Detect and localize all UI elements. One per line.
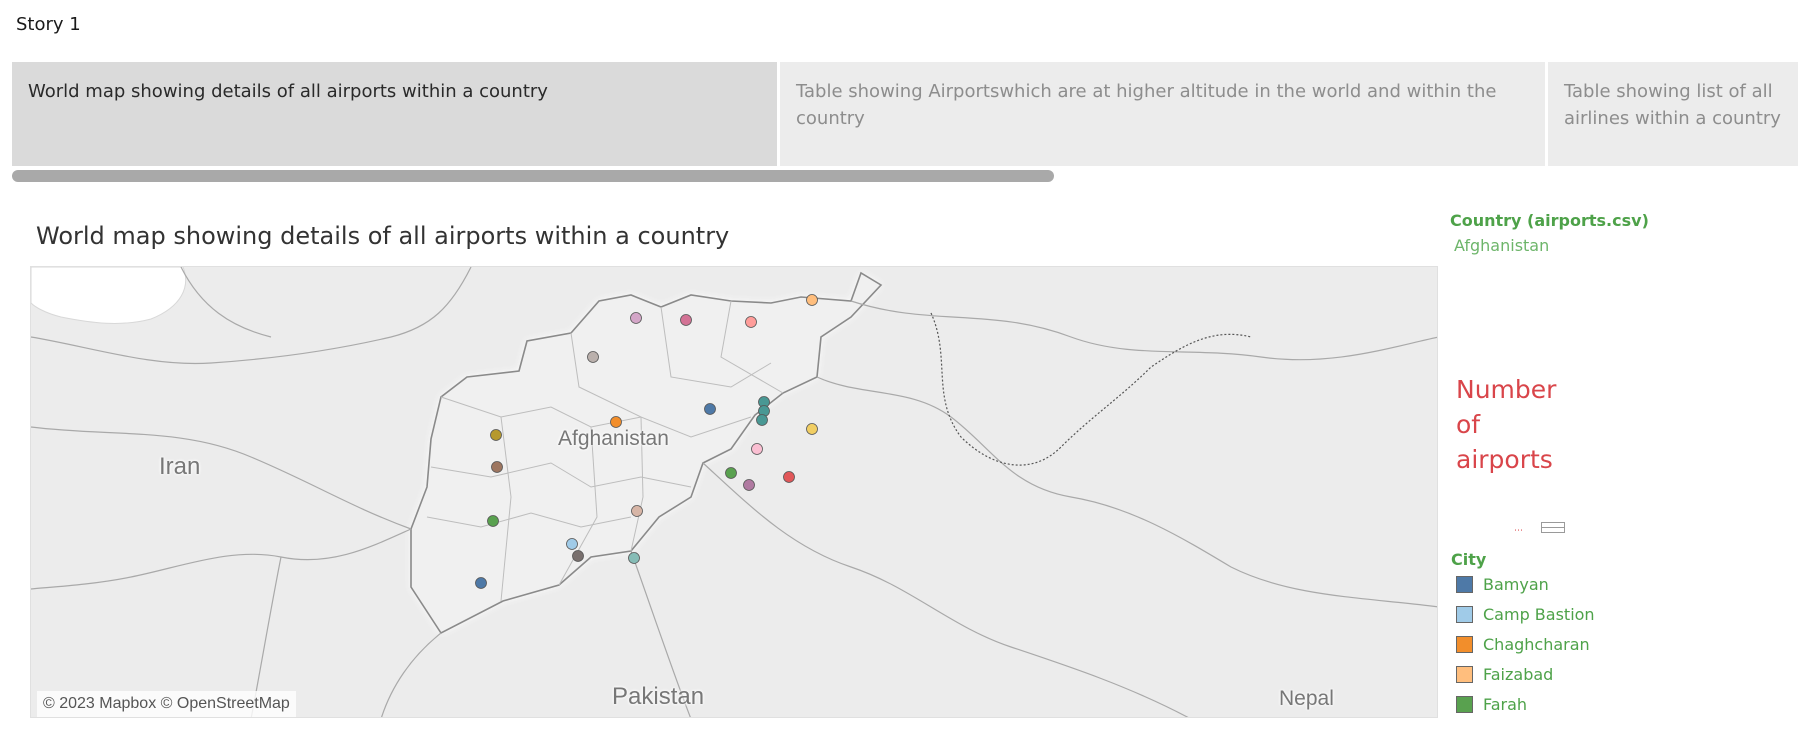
story-tabs: World map showing details of all airport… bbox=[12, 62, 1798, 166]
airport-marker[interactable] bbox=[806, 294, 818, 306]
legend-swatch bbox=[1456, 636, 1473, 653]
airport-marker[interactable] bbox=[743, 479, 755, 491]
country-filter-value[interactable]: Afghanistan bbox=[1454, 236, 1550, 255]
story-point-high-altitude-airports[interactable]: Table showing Airportswhich are at highe… bbox=[780, 62, 1545, 166]
airport-marker[interactable] bbox=[566, 538, 578, 550]
legend-swatch bbox=[1456, 606, 1473, 623]
place-label-nepal: Nepal bbox=[1279, 687, 1334, 710]
city-legend: Bamyan Camp Bastion Chaghcharan Faizabad… bbox=[1456, 574, 1796, 720]
airport-marker[interactable] bbox=[751, 443, 763, 455]
story-title: Story 1 bbox=[16, 14, 81, 35]
airport-marker[interactable] bbox=[745, 316, 757, 328]
size-legend-title: Number of airports bbox=[1456, 375, 1557, 474]
airport-marker[interactable] bbox=[487, 515, 499, 527]
legend-label: Farah bbox=[1483, 695, 1528, 714]
airport-markers bbox=[475, 294, 818, 589]
airport-marker[interactable] bbox=[680, 314, 692, 326]
place-label-iran: Iran bbox=[159, 453, 201, 480]
place-label-pakistan: Pakistan bbox=[612, 683, 705, 710]
viz-title: World map showing details of all airport… bbox=[36, 222, 730, 250]
size-legend-tick: ⋯ bbox=[1514, 526, 1523, 536]
place-label-afghanistan: Afghanistan bbox=[558, 427, 669, 450]
map-attribution[interactable]: © 2023 Mapbox © OpenStreetMap bbox=[37, 691, 296, 717]
story-tabs-scrollbar[interactable] bbox=[12, 170, 1054, 182]
airport-marker[interactable] bbox=[572, 550, 584, 562]
story-point-world-map[interactable]: World map showing details of all airport… bbox=[12, 62, 777, 166]
airport-marker[interactable] bbox=[783, 471, 795, 483]
size-legend-swatch bbox=[1541, 522, 1565, 533]
airport-marker[interactable] bbox=[630, 312, 642, 324]
airport-marker[interactable] bbox=[491, 461, 503, 473]
airport-marker[interactable] bbox=[475, 577, 487, 589]
airport-marker[interactable] bbox=[756, 414, 768, 426]
airport-marker[interactable] bbox=[610, 416, 622, 428]
airport-marker[interactable] bbox=[587, 351, 599, 363]
legend-swatch bbox=[1456, 576, 1473, 593]
legend-swatch bbox=[1456, 696, 1473, 713]
city-legend-title: City bbox=[1451, 550, 1487, 569]
airport-marker[interactable] bbox=[628, 552, 640, 564]
legend-label: Chaghcharan bbox=[1483, 635, 1590, 654]
airport-marker[interactable] bbox=[725, 467, 737, 479]
map-background bbox=[31, 267, 1437, 717]
legend-label: Faizabad bbox=[1483, 665, 1554, 684]
story-point-airlines-list[interactable]: Table showing list of all airlines withi… bbox=[1548, 62, 1798, 166]
airport-marker[interactable] bbox=[490, 429, 502, 441]
map-view[interactable]: Iran Afghanistan Pakistan Nepal © 2023 M… bbox=[30, 266, 1438, 718]
country-filter-title: Country (airports.csv) bbox=[1450, 211, 1649, 230]
legend-swatch bbox=[1456, 666, 1473, 683]
airport-marker[interactable] bbox=[631, 505, 643, 517]
legend-label: Bamyan bbox=[1483, 575, 1549, 594]
airport-marker[interactable] bbox=[806, 423, 818, 435]
legend-label: Camp Bastion bbox=[1483, 605, 1595, 624]
airport-marker[interactable] bbox=[704, 403, 716, 415]
